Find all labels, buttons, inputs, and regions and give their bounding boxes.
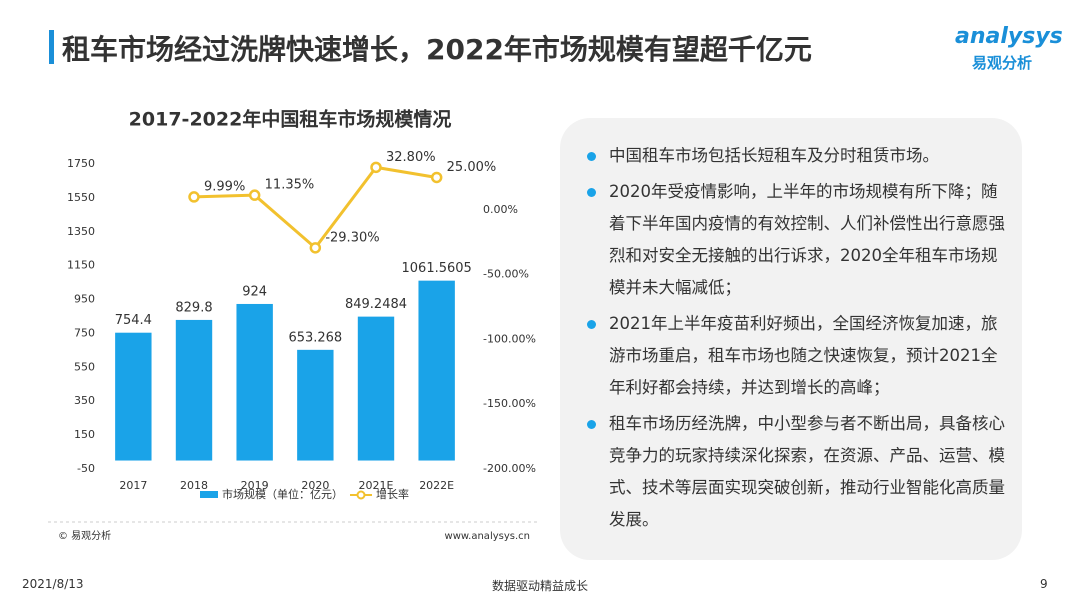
bar <box>115 332 152 461</box>
page-number: 9 <box>1040 577 1048 591</box>
logo-brand: analysys <box>955 24 1063 49</box>
growth-label: 25.00% <box>447 160 497 175</box>
bar <box>297 349 334 461</box>
growth-point <box>188 191 200 203</box>
bar-label: 924 <box>242 284 267 299</box>
slide-title: 租车市场经过洗牌快速增长，2022年市场规模有望超千亿元 <box>62 33 812 66</box>
y-tick-label: 1150 <box>67 259 95 272</box>
bar <box>418 280 455 461</box>
x-tick-label: 2019 <box>241 479 269 492</box>
y-tick-label: -50 <box>77 462 95 475</box>
y-tick-label: 550 <box>74 360 95 373</box>
x-tick-label: 2018 <box>180 479 208 492</box>
bar <box>236 303 273 461</box>
growth-label: 9.99% <box>204 179 245 194</box>
bar-label: 829.8 <box>175 300 212 315</box>
legend-swatch <box>200 491 218 498</box>
growth-label: -29.30% <box>325 230 379 245</box>
y2-tick-label: -50.00% <box>483 268 529 281</box>
y-tick-label: 1750 <box>67 157 95 170</box>
y2-tick-label: -200.00% <box>483 462 536 475</box>
growth-label: 32.80% <box>386 150 436 165</box>
legend-label: 市场规模（单位：亿元） <box>222 487 343 501</box>
bullet: 2021年上半年疫苗利好频出，全国经济恢复加速，旅游市场重启，租车市场也随之快速… <box>585 308 1005 404</box>
bullet-panel <box>560 118 1022 560</box>
bar <box>357 316 395 461</box>
bar-label: 653.268 <box>288 330 342 345</box>
footer-date: 2021/8/13 <box>22 577 84 591</box>
growth-label: 11.35% <box>265 178 315 193</box>
source-url: www.analysys.cn <box>445 531 530 542</box>
y2-tick-label: 0.00% <box>483 203 518 216</box>
footer-slogan: 数据驱动精益成长 <box>491 579 588 593</box>
legend-swatch <box>356 490 366 500</box>
y-tick-label: 950 <box>74 293 95 306</box>
y-tick-label: 1550 <box>67 191 95 204</box>
title-accent <box>49 30 54 64</box>
bar-label: 849.2484 <box>345 297 407 312</box>
growth-point <box>370 161 382 174</box>
y2-tick-label: -100.00% <box>483 332 536 345</box>
y2-tick-label: -150.00% <box>483 397 536 410</box>
chart-title: 2017-2022年中国租车市场规模情况 <box>129 108 452 131</box>
y-tick-label: 150 <box>74 428 95 441</box>
bullet: 2020年受疫情影响，上半年的市场规模有所下降；随着下半年国内疫情的有效控制、人… <box>585 176 1005 304</box>
x-tick-label: 2020 <box>301 479 329 492</box>
growth-point <box>430 171 443 184</box>
growth-point <box>309 242 322 254</box>
source: © 易观分析 <box>58 529 111 542</box>
bullet: 中国租车市场包括长短租车及分时租赁市场。 <box>585 140 1005 172</box>
bullet-list: 中国租车市场包括长短租车及分时租赁市场。 2020年受疫情影响，上半年的市场规模有… <box>585 140 1005 540</box>
y-tick-label: 1350 <box>67 225 95 238</box>
legend-label: 增长率 <box>376 487 409 501</box>
x-tick-label: 2021E <box>359 479 394 492</box>
bullet: 租车市场历经洗牌，中小型参与者不断出局，具备核心竞争力的玩家持续深化探索，在资源… <box>585 408 1005 536</box>
bar-label: 754.4 <box>115 313 152 328</box>
x-tick-label: 2017 <box>119 479 147 492</box>
bar-label: 1061.5605 <box>402 261 472 276</box>
x-tick-label: 2022E <box>419 479 454 492</box>
bar <box>175 319 213 461</box>
logo-name: 易观分析 <box>972 54 1033 72</box>
growth-point <box>248 189 261 201</box>
y-tick-label: 750 <box>74 326 95 339</box>
chart: 2017-2022年中国租车市场规模情况 © 易观分析 www.analysys… <box>48 108 540 542</box>
y-tick-label: 350 <box>74 394 95 407</box>
